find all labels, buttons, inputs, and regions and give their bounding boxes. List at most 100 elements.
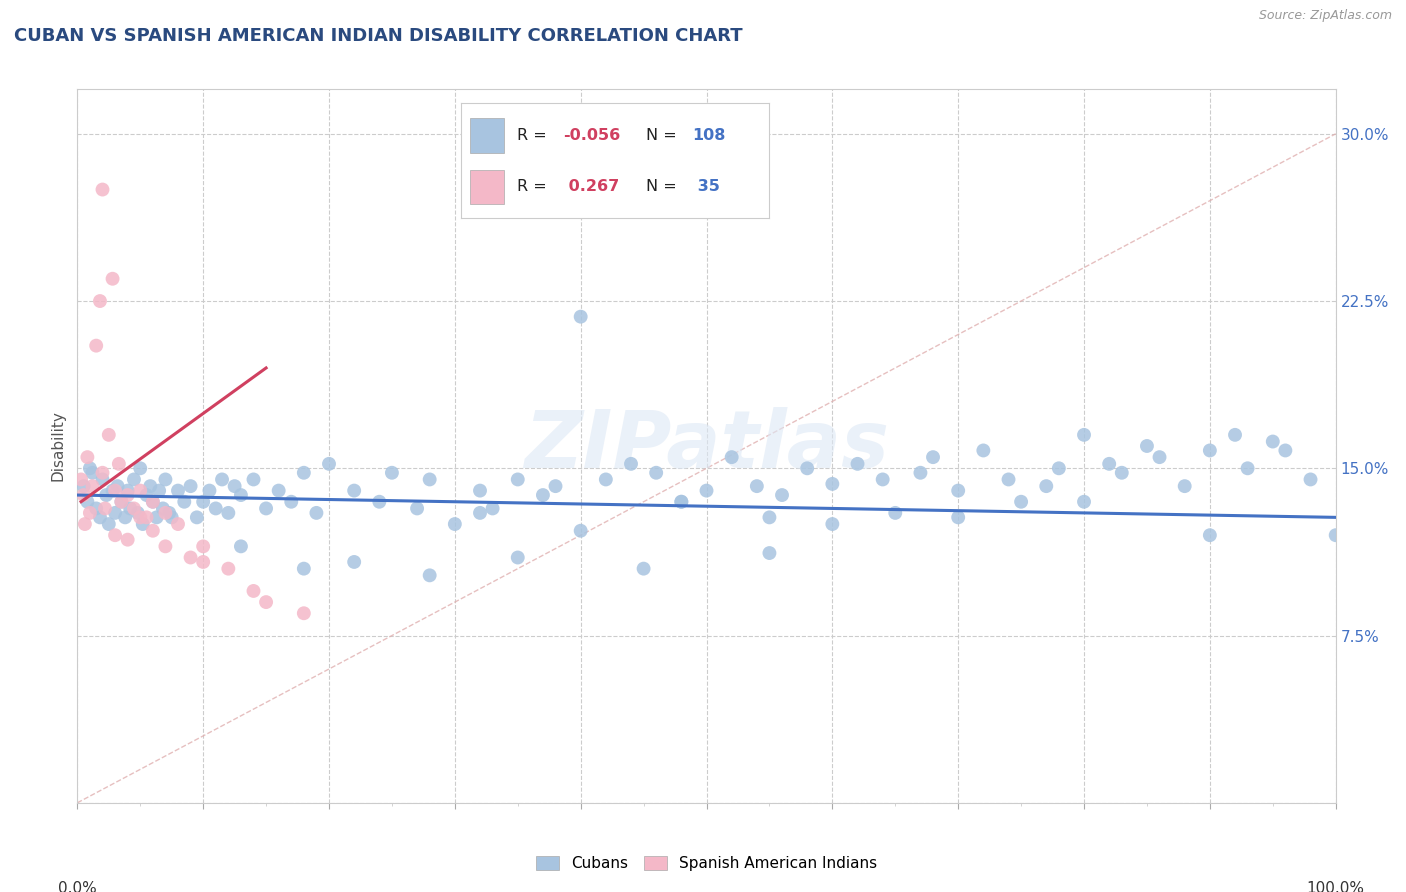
Point — [972, 443, 994, 458]
Point — [1136, 439, 1159, 453]
Point — [506, 550, 529, 565]
Point — [1111, 466, 1133, 480]
Point — [224, 479, 246, 493]
Point — [569, 310, 592, 324]
Point — [198, 483, 221, 498]
Point — [191, 555, 215, 569]
Point — [506, 473, 529, 487]
Point — [1010, 494, 1032, 508]
Point — [758, 510, 780, 524]
Point — [186, 510, 208, 524]
Point — [155, 506, 177, 520]
Point — [142, 524, 165, 538]
Point — [745, 479, 768, 493]
Text: ZIPatlas: ZIPatlas — [524, 407, 889, 485]
Point — [645, 466, 668, 480]
Point — [97, 428, 120, 442]
Point — [997, 473, 1019, 487]
Point — [821, 517, 844, 532]
Point — [101, 271, 124, 285]
Point — [91, 466, 114, 480]
Point — [770, 488, 793, 502]
Point — [211, 473, 233, 487]
Point — [468, 483, 491, 498]
Point — [1073, 428, 1095, 442]
Point — [191, 494, 215, 508]
Point — [318, 457, 340, 471]
Point — [129, 510, 152, 524]
Text: CUBAN VS SPANISH AMERICAN INDIAN DISABILITY CORRELATION CHART: CUBAN VS SPANISH AMERICAN INDIAN DISABIL… — [14, 27, 742, 45]
Point — [1274, 443, 1296, 458]
Point — [110, 494, 132, 508]
Point — [229, 488, 252, 502]
Point — [167, 517, 190, 532]
Point — [948, 483, 970, 498]
Point — [152, 501, 174, 516]
Point — [139, 479, 162, 493]
Point — [1324, 528, 1347, 542]
Point — [1261, 434, 1284, 449]
Point — [173, 494, 195, 508]
Point — [1199, 528, 1222, 542]
Point — [155, 539, 177, 553]
Point — [142, 494, 165, 508]
Legend: Cubans, Spanish American Indians: Cubans, Spanish American Indians — [530, 850, 883, 877]
Point — [280, 494, 302, 508]
Point — [91, 182, 114, 196]
Point — [292, 466, 315, 480]
Point — [127, 506, 149, 520]
Point — [82, 466, 104, 480]
Point — [419, 568, 441, 582]
Point — [89, 293, 111, 308]
Point — [217, 562, 239, 576]
Point — [1299, 473, 1322, 487]
Point — [117, 488, 139, 502]
Point — [1199, 443, 1222, 458]
Point — [155, 473, 177, 487]
Point — [444, 517, 467, 532]
Point — [796, 461, 818, 475]
Point — [305, 506, 328, 520]
Point — [343, 555, 366, 569]
Point — [242, 473, 264, 487]
Point — [242, 583, 264, 598]
Point — [884, 506, 907, 520]
Point — [122, 473, 145, 487]
Point — [145, 510, 167, 524]
Point — [94, 501, 117, 516]
Point — [135, 510, 157, 524]
Point — [267, 483, 290, 498]
Point — [84, 501, 107, 516]
Point — [292, 607, 315, 621]
Point — [633, 562, 655, 576]
Point — [671, 494, 693, 508]
Point — [481, 501, 503, 516]
Point — [872, 473, 894, 487]
Point — [595, 473, 617, 487]
Point — [180, 550, 202, 565]
Point — [1223, 428, 1246, 442]
Point — [135, 488, 157, 502]
Point — [160, 510, 183, 524]
Point — [229, 539, 252, 553]
Point — [292, 562, 315, 576]
Point — [1047, 461, 1070, 475]
Point — [569, 524, 592, 538]
Point — [1098, 457, 1121, 471]
Point — [368, 494, 391, 508]
Point — [531, 488, 554, 502]
Point — [82, 479, 104, 493]
Point — [129, 461, 152, 475]
Point — [117, 533, 139, 547]
Point — [108, 457, 131, 471]
Point — [468, 506, 491, 520]
Point — [97, 517, 120, 532]
Point — [191, 539, 215, 553]
Point — [1174, 479, 1197, 493]
Point — [620, 457, 643, 471]
Point — [821, 476, 844, 491]
Point — [217, 506, 239, 520]
Point — [204, 501, 226, 516]
Point — [696, 483, 718, 498]
Point — [671, 494, 693, 508]
